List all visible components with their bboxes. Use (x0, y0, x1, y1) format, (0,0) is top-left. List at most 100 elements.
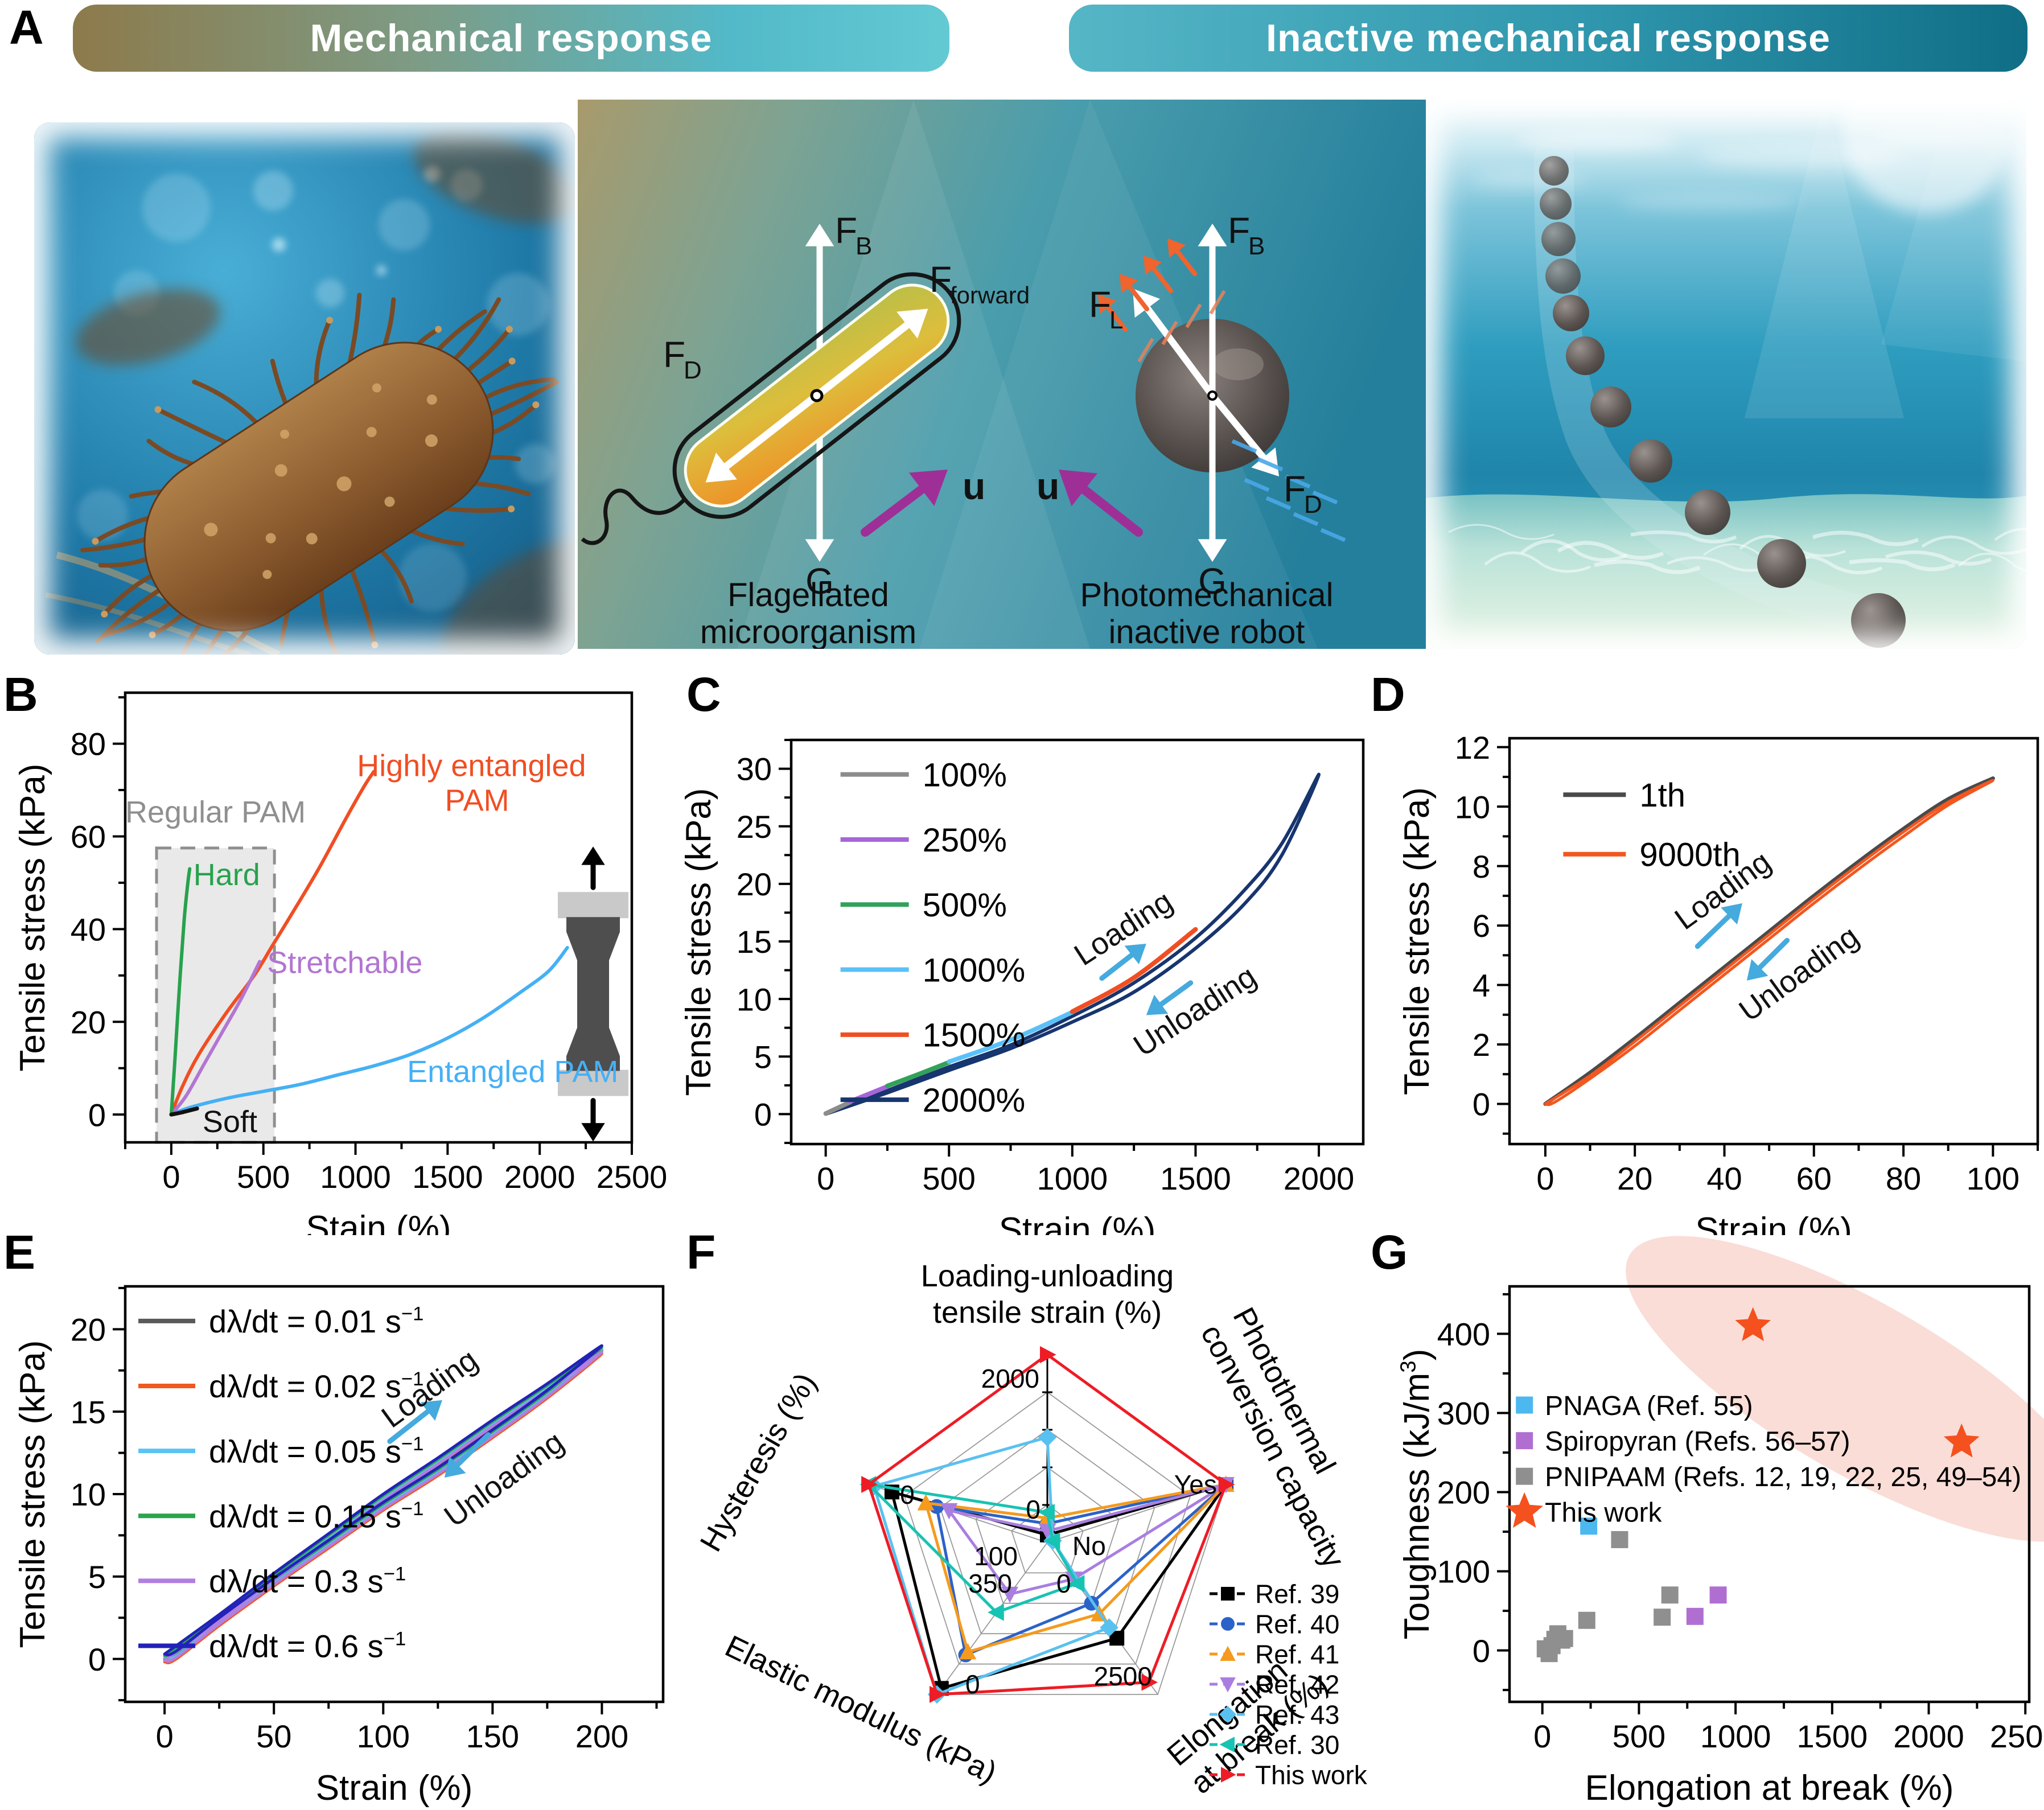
radar-scale-label: 0 (900, 1480, 915, 1509)
svg-text:15: 15 (71, 1394, 106, 1430)
series-PNIPAAM (1536, 1531, 1679, 1663)
svg-text:2000%: 2000% (923, 1082, 1026, 1119)
series (1543, 776, 1995, 1106)
svg-text:0: 0 (88, 1642, 106, 1677)
chart-f-radar-comparison: 2000 0 Yes No 2500 0 0 350 0 100 Loading-unloading… (677, 1224, 1395, 1810)
dogbone-specimen-icon (558, 846, 629, 1142)
svg-text:tensile strain (%): tensile strain (%) (933, 1295, 1162, 1330)
robot-caption-line2: inactive robot (1109, 614, 1305, 649)
svg-text:80: 80 (1886, 1161, 1921, 1196)
svg-text:Tensile stress (kPa): Tensile stress (kPa) (13, 764, 52, 1072)
flagellated-caption-line2: microorganism (700, 614, 916, 649)
series-500% (885, 1060, 952, 1088)
panel-label-c: C (686, 668, 721, 721)
svg-text:80: 80 (71, 726, 106, 762)
x-axis-label: Strain (%) (316, 1768, 473, 1808)
svg-text:2500: 2500 (1990, 1718, 2044, 1754)
series-Soft (169, 1106, 199, 1117)
svg-text:0: 0 (754, 1097, 772, 1133)
svg-text:1500: 1500 (412, 1159, 483, 1195)
radar-series-Ref. 42 (947, 1483, 1228, 1596)
series-1th (1543, 776, 1995, 1106)
annotation: Unloading (438, 1425, 570, 1533)
panel-label-b: B (3, 668, 38, 721)
force-fd-right-sub: D (1304, 491, 1322, 519)
light-beam (737, 100, 1090, 649)
svg-text:Tensile stress (kPa): Tensile stress (kPa) (679, 788, 718, 1096)
svg-text:Toughness (kJ/m3): Toughness (kJ/m3) (1396, 1349, 1437, 1640)
series-Stretchable (169, 960, 262, 1117)
panel-label-a: A (9, 1, 44, 54)
svg-text:0: 0 (1473, 1087, 1490, 1122)
svg-text:Tensile stress (kPa): Tensile stress (kPa) (13, 1340, 52, 1648)
svg-text:100: 100 (1967, 1161, 2020, 1196)
svg-text:40: 40 (71, 912, 106, 948)
plot-shapes (1626, 1236, 2044, 1542)
y-axis-label: Tensile stress (kPa) (1397, 787, 1437, 1095)
radar-scale-label: Yes (1174, 1470, 1217, 1499)
velocity-u-left-label: u (963, 465, 985, 507)
svg-text:20: 20 (71, 1004, 106, 1040)
force-fd-right-label: F (1284, 468, 1306, 509)
svg-text:500: 500 (237, 1159, 290, 1195)
svg-text:300: 300 (1437, 1396, 1490, 1431)
svg-text:40: 40 (1706, 1161, 1742, 1196)
svg-text:20: 20 (1617, 1161, 1652, 1196)
sinking-sphere (1590, 386, 1631, 427)
svg-text:2000: 2000 (1893, 1718, 1964, 1754)
radar-scale-label: 2000 (981, 1364, 1039, 1393)
svg-text:dλ/dt = 0.15 s−1: dλ/dt = 0.15 s−1 (209, 1498, 423, 1534)
svg-text:Loading-unloading: Loading-unloading (921, 1259, 1174, 1293)
robot-caption-line1: Photomechanical (1080, 577, 1334, 614)
force-fb-right-sub: B (1248, 232, 1265, 260)
series-Highly entangled PAM (169, 770, 376, 1117)
svg-text:100: 100 (1437, 1554, 1490, 1590)
force-fd-left-label: F (663, 334, 685, 375)
svg-text:20: 20 (71, 1311, 106, 1347)
sinking-sphere (1539, 156, 1569, 186)
svg-text:Hysteresis (%): Hysteresis (%) (693, 1367, 822, 1557)
series-1000% (947, 1010, 1075, 1064)
force-fb-left-sub: B (856, 232, 872, 260)
radar-scale-label: No (1072, 1531, 1106, 1561)
sinking-sphere (1553, 295, 1589, 331)
svg-text:Tensile stress (kPa): Tensile stress (kPa) (1397, 787, 1437, 1095)
svg-text:0: 0 (1473, 1633, 1490, 1669)
series-Hard (169, 867, 192, 1117)
y-axis-label: Toughness (kJ/m3) (1396, 1349, 1437, 1640)
svg-text:PNIPAAM (Refs. 12, 19, 22, 25,: PNIPAAM (Refs. 12, 19, 22, 25, 49–54) (1545, 1462, 2021, 1492)
svg-text:2500: 2500 (597, 1159, 668, 1195)
svg-text:0: 0 (1533, 1718, 1551, 1754)
legend: 1th 9000th (1563, 777, 1741, 874)
sinking-sphere (1540, 188, 1572, 220)
svg-text:1500: 1500 (1797, 1718, 1868, 1754)
radar-scale-label: 350 (968, 1569, 1012, 1598)
plot-box (124, 691, 634, 1144)
svg-text:dλ/dt = 0.05 s−1: dλ/dt = 0.05 s−1 (209, 1433, 423, 1469)
radar-legend-label: Ref. 41 (1255, 1640, 1339, 1669)
annotation: PAM (445, 784, 509, 818)
axes-ticks: 0 20 40 60 80 100 0 2 4 6 8 10 12 (1455, 730, 2039, 1196)
series-Spiropyran (1686, 1586, 1727, 1625)
sinking-sphere (1685, 489, 1730, 535)
svg-text:2000: 2000 (504, 1159, 575, 1195)
velocity-u-right-label: u (1037, 465, 1059, 507)
chart-b-stress-strain: 0 500 1000 1500 2000 2500 0 20 40 60 80 Stain (%) Te… (0, 666, 677, 1248)
svg-text:2000: 2000 (1284, 1161, 1355, 1196)
radar-axis-title: Hysteresis (%) (693, 1367, 822, 1557)
chart-G-svg: 0 500 1000 1500 2000 2500 0 100 200 300 400 Elongat… (1396, 1236, 2044, 1808)
plot-box (1508, 737, 2039, 1146)
svg-text:10: 10 (71, 1476, 106, 1512)
forces-diagram-art: F B F D F forward G u u F B F L F D G Fl… (578, 100, 1426, 651)
chart-E-svg: 0 50 100 150 200 0 5 10 15 20 Strain (%) Tensile st… (13, 1285, 665, 1808)
force-fb-right-label: F (1228, 210, 1250, 251)
svg-text:500: 500 (1613, 1718, 1665, 1754)
svg-text:dλ/dt = 0.02 s−1: dλ/dt = 0.02 s−1 (209, 1368, 423, 1404)
radar-legend-label: Ref. 43 (1255, 1700, 1339, 1730)
legend: 100% 250% 500% 1000% 1500% 2000% (840, 757, 1026, 1119)
